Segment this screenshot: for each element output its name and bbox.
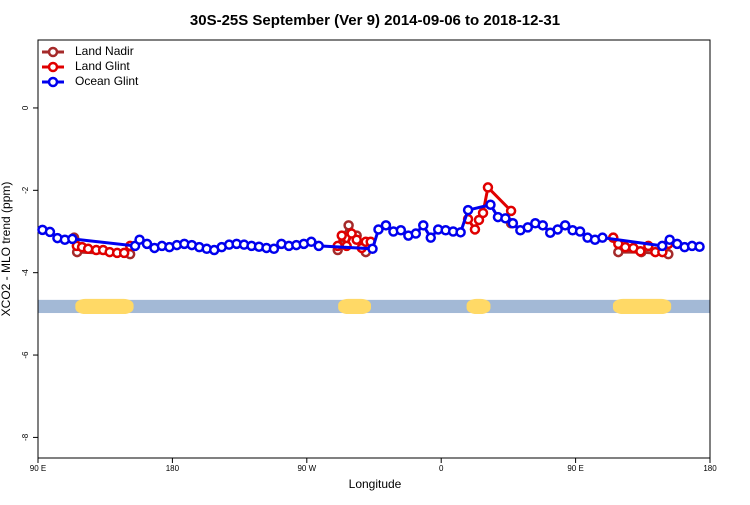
data-point	[482, 182, 494, 193]
x-axis-label: Longitude	[349, 477, 402, 491]
data-point	[313, 240, 324, 252]
y-tick-label: 0	[21, 105, 30, 110]
y-tick-label: -8	[21, 433, 30, 441]
plot-frame	[37, 39, 711, 459]
data-point	[410, 228, 422, 239]
legend-label: Ocean Glint	[75, 74, 139, 88]
chart-title: 30S-25S September (Ver 9) 2014-09-06 to …	[190, 12, 560, 29]
x-tick-label: 0	[439, 464, 444, 473]
x-tick-label: 180	[166, 464, 180, 473]
x-tick-label: 180	[703, 464, 717, 473]
data-point	[537, 220, 548, 231]
data-point	[343, 220, 354, 231]
data-point	[635, 246, 646, 257]
land-band	[338, 298, 372, 315]
legend-label: Land Glint	[75, 59, 130, 73]
data-point	[500, 213, 511, 224]
series	[37, 199, 705, 256]
data-point	[656, 240, 668, 252]
data-point	[469, 224, 481, 235]
data-point	[44, 226, 56, 238]
y-tick-label: -6	[21, 351, 30, 359]
y-axis-label: XCO2 - MLO trend (ppm)	[0, 182, 13, 317]
x-tick-label: 90 W	[297, 464, 316, 473]
y-tick-label: -2	[21, 186, 30, 194]
ocean-band	[38, 299, 710, 314]
data-point	[141, 238, 153, 250]
data-point	[425, 232, 436, 243]
data-point	[477, 207, 489, 219]
legend-marker	[47, 76, 59, 88]
data-point	[134, 234, 145, 245]
data-point	[559, 220, 571, 231]
land-band	[466, 298, 491, 315]
data-point	[268, 243, 280, 255]
legend-label: Land Nadir	[75, 44, 134, 58]
data-point	[694, 241, 705, 252]
data-point	[574, 226, 586, 237]
data-point	[597, 232, 608, 243]
legend-marker	[47, 61, 59, 73]
data-point	[552, 224, 563, 235]
x-tick-label: 90 E	[567, 464, 583, 473]
x-tick-label: 90 E	[30, 464, 46, 473]
legend-marker	[47, 46, 59, 58]
data-point	[522, 222, 534, 233]
data-point	[507, 218, 519, 229]
data-point	[462, 204, 474, 216]
data-point	[82, 243, 94, 255]
y-tick-label: -4	[21, 269, 30, 277]
data-point	[455, 227, 466, 238]
data-point	[67, 233, 78, 245]
land-band	[612, 298, 672, 315]
data-point	[118, 247, 130, 259]
data-point	[373, 224, 384, 235]
land-band	[75, 298, 134, 315]
data-point	[367, 243, 378, 255]
data-point	[395, 225, 407, 236]
data-point	[485, 199, 496, 210]
data-point	[620, 241, 631, 253]
data-point	[306, 236, 317, 248]
data-point	[380, 220, 392, 231]
data-point	[505, 205, 517, 217]
data-point	[418, 220, 429, 231]
data-point	[664, 234, 675, 245]
data-point	[351, 234, 362, 245]
data-point	[336, 230, 347, 241]
